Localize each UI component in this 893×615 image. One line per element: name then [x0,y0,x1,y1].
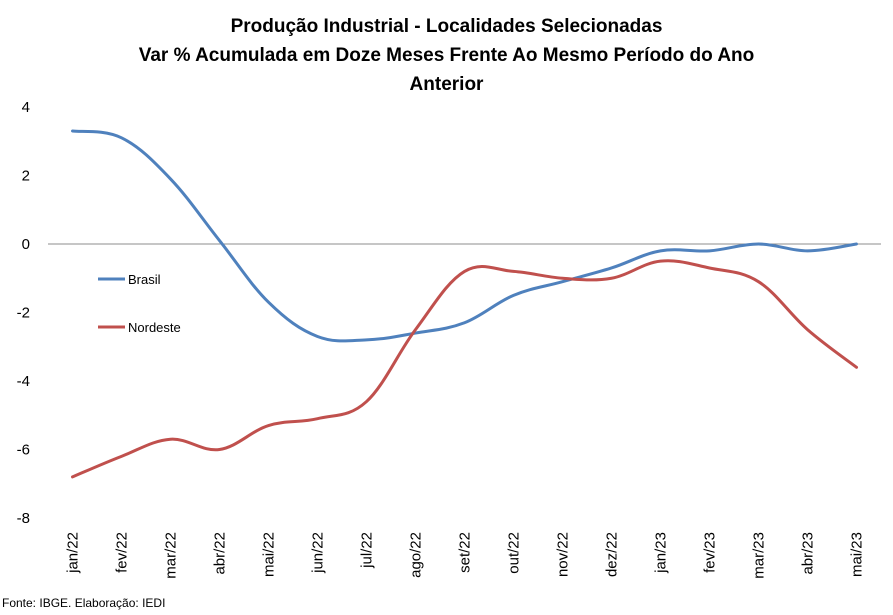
x-tick-label: ago/22 [408,532,425,578]
y-tick-label: -6 [17,442,30,459]
chart-title: Produção Industrial - Localidades Seleci… [0,12,893,99]
x-tick-label: mar/23 [751,532,768,579]
x-tick-label: jul/22 [359,532,376,569]
source-note: Fonte: IBGE. Elaboração: IEDI [2,596,166,610]
legend-label-brasil: Brasil [128,272,161,287]
x-tick-label: fev/22 [114,532,131,573]
chart-title-line-2: Var % Acumulada em Doze Meses Frente Ao … [138,45,755,66]
y-tick-label: 2 [22,168,30,185]
chart-title-line-1: Produção Industrial - Localidades Seleci… [230,16,663,37]
y-tick-label: 0 [22,236,30,253]
series-line-brasil [71,129,858,343]
x-tick-label: set/22 [457,532,474,573]
x-tick-label: abr/22 [212,532,229,575]
legend-label-nordeste: Nordeste [128,320,181,335]
x-tick-label: out/22 [506,532,523,574]
legend: Brasil Nordeste [98,272,181,335]
x-tick-label: jan/22 [65,532,82,574]
y-tick-label: -2 [17,305,30,322]
x-tick-label: mar/22 [163,532,180,579]
x-tick-label: mai/22 [261,532,278,577]
y-tick-label: 4 [22,99,30,116]
x-tick-label: fev/23 [702,532,719,573]
x-tick-label: dez/22 [604,532,621,577]
x-tick-label: nov/22 [555,532,572,577]
series-line-nordeste [71,259,858,479]
y-tick-label: -4 [17,373,30,390]
y-tick-label: -8 [17,510,30,527]
x-tick-label: jan/23 [653,532,670,574]
x-tick-label: jun/22 [310,532,327,574]
x-tick-label: mai/23 [849,532,866,577]
series-lines [71,129,858,479]
x-tick-label: abr/23 [800,532,817,575]
axes: 4 2 0 -2 -4 -6 -8 jan/22 fev/22 mar/22 abr/22 mai/2… [17,99,881,579]
chart-title-line-3: Anterior [409,74,484,95]
